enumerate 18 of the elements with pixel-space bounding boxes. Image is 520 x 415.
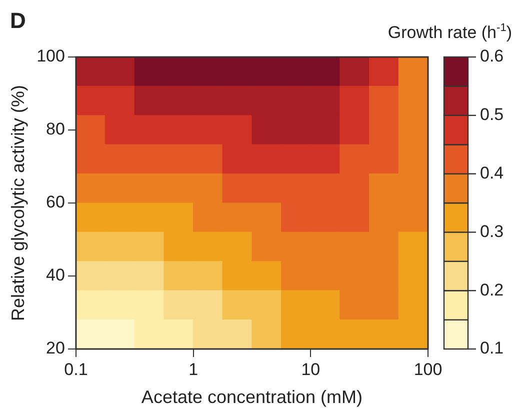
color-bar-label: 0.2 [480, 280, 504, 300]
color-bar-label: 0.5 [480, 105, 504, 124]
y-axis-title: Relative glycolytic activity (%) [8, 84, 28, 322]
x-axis-title: Acetate concentration (mM) [141, 387, 363, 408]
y-tick-label: 80 [46, 120, 65, 139]
x-tick-label: 10 [301, 360, 320, 379]
text: D [10, 8, 26, 33]
color-bar-label: 0.3 [480, 222, 504, 241]
color-bar-label: 0.6 [480, 46, 504, 66]
x-tick-label: 100 [414, 360, 442, 379]
y-tick-label: 40 [46, 266, 65, 285]
x-tick-label: 0.1 [64, 360, 88, 379]
y-tick-label: 100 [36, 46, 65, 66]
color-bar-label: 0.1 [480, 338, 504, 358]
y-tick-label: 60 [46, 192, 65, 212]
color-bar-label: 0.4 [480, 163, 504, 182]
y-tick-label: 20 [46, 338, 65, 358]
x-tick-label: 1 [188, 360, 198, 379]
